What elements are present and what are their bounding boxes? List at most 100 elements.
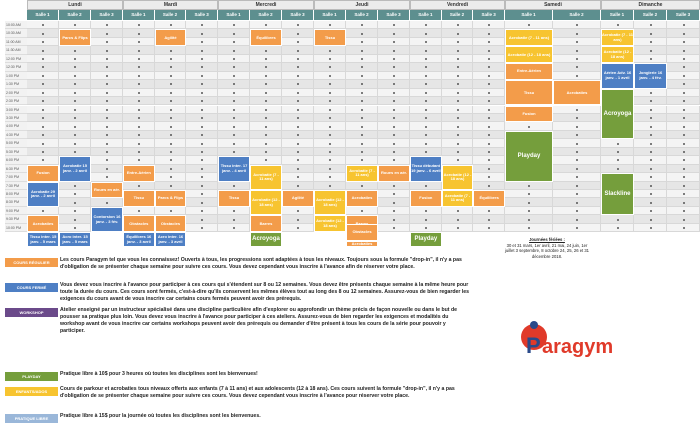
grid-dot-icon bbox=[456, 66, 459, 69]
grid-dot-icon bbox=[42, 41, 44, 44]
class-block[interactable]: Équilibres bbox=[250, 29, 282, 47]
class-block[interactable]: Fusion bbox=[410, 190, 442, 207]
class-block[interactable]: Obstacles bbox=[154, 215, 187, 233]
class-block[interactable]: Jonglerie 16 janv. - 4 fév. bbox=[634, 63, 667, 89]
grid-dot-icon bbox=[393, 159, 395, 162]
class-block[interactable]: Roues en aér. bbox=[91, 181, 123, 199]
class-block[interactable]: Agilité bbox=[154, 29, 187, 47]
class-block[interactable]: Entre-Aérien bbox=[123, 164, 155, 182]
grid-dot-icon bbox=[169, 134, 172, 137]
class-block[interactable]: Acrobatie 29 janv. - 2 avril bbox=[27, 181, 59, 207]
grid-dot-icon bbox=[488, 218, 491, 221]
grid-dot-icon bbox=[649, 193, 652, 196]
grid-dot-icon bbox=[424, 142, 427, 145]
day-header-3: Jeudi bbox=[314, 0, 410, 10]
class-block[interactable]: Acrobatie (7 - 11 ans) bbox=[505, 29, 553, 47]
class-block[interactable]: Barres bbox=[250, 215, 282, 233]
class-block[interactable]: Obstacles bbox=[123, 215, 155, 233]
class-block[interactable]: Tissu bbox=[314, 29, 346, 47]
grid-dot-icon bbox=[137, 108, 140, 111]
grid-dot-icon bbox=[169, 91, 172, 94]
class-block[interactable]: Contorsion 16 janv. - 3 fév. bbox=[91, 206, 123, 233]
class-block[interactable]: Acrobaties bbox=[346, 240, 378, 247]
grid-dot-icon bbox=[682, 210, 685, 213]
class-block[interactable]: Fusion bbox=[27, 164, 59, 182]
grid-dot-icon bbox=[682, 193, 685, 196]
class-block[interactable]: Acrobatie (7 - 11 ans) bbox=[346, 164, 378, 182]
grid-dot-icon bbox=[576, 134, 578, 137]
class-block[interactable]: Parcs & Flips bbox=[59, 29, 91, 47]
class-block[interactable]: Tissu inter. 15 janv. - 5 mars bbox=[27, 232, 59, 247]
class-block[interactable]: Fusion bbox=[505, 105, 553, 123]
salle-label: Salle 3 bbox=[667, 10, 700, 20]
grid-dot-icon bbox=[488, 150, 491, 153]
class-block[interactable]: Playday bbox=[505, 130, 553, 182]
class-block[interactable]: Tissu débutant 19 janv. - 6 avril bbox=[410, 156, 442, 182]
class-block[interactable]: Tissu bbox=[505, 80, 553, 106]
class-block[interactable]: Obstacles bbox=[346, 223, 378, 241]
grid-dot-icon bbox=[297, 108, 299, 111]
time-label: 7:30 PM bbox=[5, 181, 27, 190]
grid-dot-icon bbox=[456, 108, 459, 111]
grid-dot-icon bbox=[488, 24, 491, 27]
grid-dot-icon bbox=[201, 201, 204, 204]
legend-text-2: Atelier enseigné par un instructeur spéc… bbox=[60, 307, 458, 334]
grid-dot-icon bbox=[265, 159, 267, 162]
class-block[interactable]: Acroyoga bbox=[601, 88, 634, 140]
class-block[interactable]: Tissu bbox=[123, 190, 155, 207]
grid-dot-icon bbox=[265, 150, 267, 153]
class-block[interactable]: Acrobaties bbox=[27, 215, 59, 233]
class-block[interactable]: Parcs & Flips bbox=[154, 190, 187, 207]
grid-dot-icon bbox=[169, 125, 172, 128]
grid-dot-icon bbox=[488, 49, 491, 52]
class-block[interactable]: Slackline bbox=[601, 173, 634, 216]
class-block[interactable]: Acro inter. 16 janv. - 3 avril bbox=[154, 232, 187, 247]
class-block[interactable]: Équilibres 16 janv. - 3 avril bbox=[123, 232, 155, 247]
class-block[interactable]: Roues en aér. bbox=[378, 164, 410, 182]
class-block[interactable]: Acrobatie (12 - 18 ans) bbox=[314, 215, 346, 233]
class-block[interactable]: Acrobatie (7 - 11 ans) bbox=[250, 164, 282, 190]
class-block[interactable]: Playday bbox=[410, 232, 442, 247]
grid-dot-icon bbox=[265, 125, 267, 128]
grid-dot-icon bbox=[329, 74, 331, 77]
grid-dot-icon bbox=[361, 108, 363, 111]
grid-dot-icon bbox=[649, 210, 652, 213]
class-block[interactable]: Tissu inter. 17 janv. - 4 avril bbox=[218, 156, 250, 182]
class-block[interactable]: Tissu bbox=[218, 190, 250, 207]
class-block[interactable]: Acrobatie (12 - 18 ans) bbox=[601, 46, 634, 64]
grid-dot-icon bbox=[42, 108, 44, 111]
class-block[interactable]: Acrobaties bbox=[346, 190, 378, 207]
class-block[interactable]: Acrobatie (7 - 11 ans) bbox=[601, 29, 634, 47]
class-block[interactable]: Acrobatie (7 - 11 ans) bbox=[441, 190, 474, 207]
class-block[interactable]: Acrobaties bbox=[553, 80, 601, 106]
class-block[interactable]: Acroyoga bbox=[250, 232, 282, 247]
class-block[interactable]: Acrobatie (12 - 18 ans) bbox=[250, 190, 282, 216]
class-block[interactable]: Acrobatie 15 janv. - 2 avril bbox=[59, 156, 91, 182]
class-block[interactable]: Agilité bbox=[282, 190, 314, 207]
class-block[interactable]: Équilibres bbox=[473, 190, 505, 207]
time-label: 8:30 PM bbox=[5, 198, 27, 207]
class-block[interactable]: Acrobatie (12 - 18 ans) bbox=[505, 46, 553, 64]
class-block[interactable]: Aérien Adv. 16 janv. - 1 avril bbox=[601, 63, 634, 89]
class-block[interactable]: Acro inter. 15 janv. - 5 mars bbox=[59, 232, 91, 247]
class-block[interactable]: Acrobatie (12 - 18 ans) bbox=[314, 190, 346, 216]
grid-dot-icon bbox=[137, 24, 140, 27]
legend-label-3: PLAYDAY bbox=[5, 372, 58, 381]
feries-text: 30 et 31 mars, 1er avril, 21 mai, 24 jui… bbox=[504, 242, 590, 259]
grid-dot-icon bbox=[424, 32, 427, 35]
grid-dot-icon bbox=[456, 91, 459, 94]
day-header-4: Vendredi bbox=[410, 0, 505, 10]
grid-dot-icon bbox=[576, 58, 578, 60]
grid-dot-icon bbox=[649, 125, 652, 128]
class-block[interactable]: Entre-Aérien bbox=[505, 63, 553, 81]
class-block[interactable]: Acrobatie (12 - 18 ans) bbox=[441, 164, 474, 190]
salle-label: Salle 3 bbox=[186, 10, 218, 20]
grid-dot-icon bbox=[42, 66, 44, 69]
grid-dot-icon bbox=[265, 100, 267, 103]
time-label: 2:00 PM bbox=[5, 88, 27, 98]
grid-dot-icon bbox=[361, 210, 363, 213]
grid-dot-icon bbox=[137, 41, 140, 44]
grid-dot-icon bbox=[233, 91, 235, 94]
grid-dot-icon bbox=[137, 117, 140, 120]
grid-dot-icon bbox=[649, 100, 652, 103]
